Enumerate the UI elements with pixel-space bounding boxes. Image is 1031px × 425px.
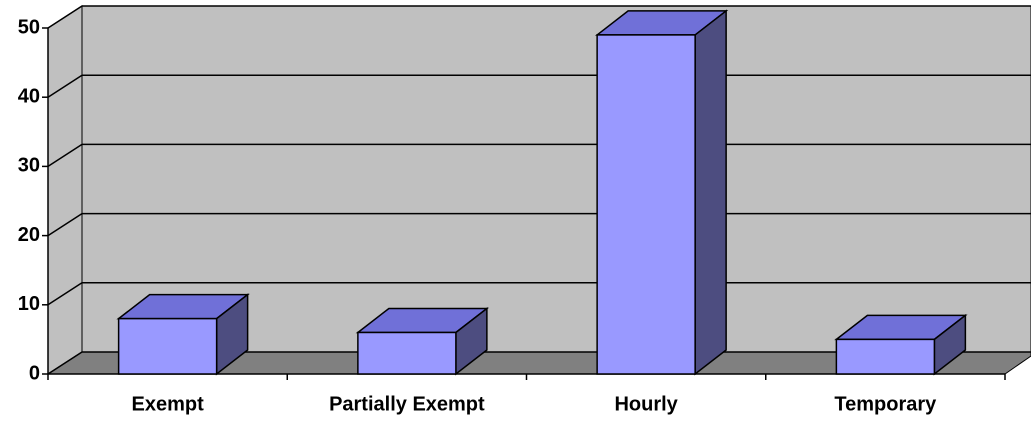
- y-tick-label: 30: [18, 155, 40, 177]
- grid-line: [47, 5, 1031, 29]
- bar: [117, 317, 218, 375]
- y-tick-label: 50: [18, 16, 40, 38]
- bar: [596, 34, 696, 375]
- x-tick-label: Hourly: [614, 393, 678, 415]
- y-tick-label: 0: [29, 362, 40, 384]
- bar-side: [694, 9, 727, 376]
- bar: [835, 338, 936, 375]
- y-tick-label: 40: [18, 85, 40, 107]
- side-wall: [47, 5, 83, 375]
- x-tick-label: Exempt: [132, 393, 205, 415]
- y-tick-label: 20: [18, 224, 40, 246]
- bar: [357, 331, 457, 375]
- x-tick-label: Partially Exempt: [329, 393, 485, 415]
- y-tick-label: 10: [18, 293, 40, 315]
- x-tick-label: Temporary: [834, 393, 937, 415]
